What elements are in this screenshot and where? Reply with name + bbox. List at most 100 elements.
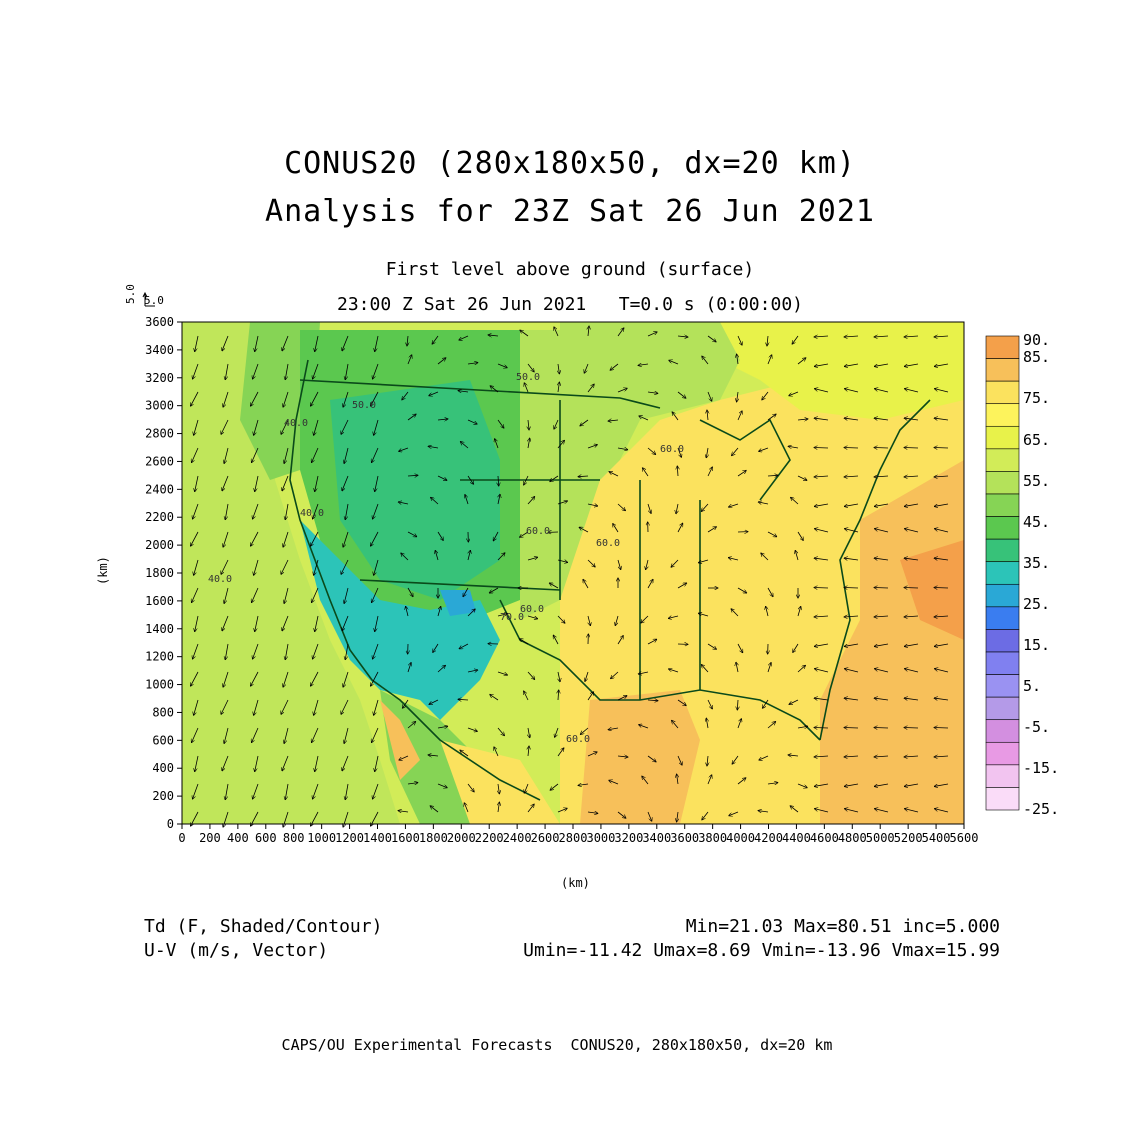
wind-vector [874,783,889,786]
wind-vector [401,553,409,561]
colorbar-label: -15. [1023,759,1059,777]
wind-vector [311,447,319,463]
wind-vector [762,391,769,400]
wind-vector [375,335,379,352]
wind-vector [283,391,289,407]
wind-vector [647,755,656,762]
x-tick-label: 4400 [782,831,811,845]
wind-vector [253,643,259,659]
contour-label: 60.0 [520,604,544,615]
wind-vector [399,755,409,760]
x-tick-label: 1200 [335,831,364,845]
wind-vector [402,699,409,708]
wind-vector [373,363,379,379]
wind-vector [430,806,439,813]
wind-vector [737,719,741,729]
wind-vector [494,747,499,757]
wind-vector [374,419,379,435]
x-tick-label: 400 [227,831,249,845]
wind-vector [706,447,708,458]
colorbar-swatch [985,583,1020,608]
wind-vector [609,472,619,477]
wind-vector [698,559,709,563]
wind-vector [874,363,889,366]
x-tick-label: 5000 [866,831,895,845]
wind-vector [311,587,319,603]
wind-vector [578,784,589,785]
x-tick-label: 4200 [754,831,783,845]
colorbar-label: 65. [1023,431,1050,449]
wind-vector [194,419,199,435]
wind-vector [253,363,259,379]
y-tick-label: 2400 [145,482,174,496]
wind-vector [934,389,949,393]
wind-vector [613,524,619,533]
wind-vector [934,783,949,786]
wind-vector [370,671,379,686]
wind-vector [934,756,949,757]
wind-vector [583,579,589,589]
wind-vector [904,616,919,617]
wind-vector [767,722,776,729]
wind-vector [934,363,949,366]
wind-vector [282,755,289,771]
wind-vector [435,550,439,561]
wind-vector [437,531,443,540]
wind-vector [407,355,412,365]
wind-vector [191,447,199,463]
wind-vector [814,643,829,646]
wind-vector [310,531,319,546]
wind-vector [255,615,259,632]
colorbar-label: 75. [1023,389,1050,407]
wind-vector [467,363,478,364]
wind-vector [904,669,919,673]
contour-label: 40.0 [208,574,232,585]
td-field-label: Td (F, Shaded/Contour) [144,916,383,937]
wind-vector [428,755,439,756]
wind-vector [737,778,746,785]
wind-vector [702,811,709,820]
wind-vector [617,328,624,337]
wind-vector [467,609,475,617]
wind-vector [498,475,499,486]
wind-vector [814,529,829,533]
wind-vector [814,336,829,337]
wind-vector [497,614,508,616]
x-tick-label: 3600 [670,831,699,845]
wind-vector [767,587,773,597]
wind-vector [313,503,319,519]
wind-vector [284,587,289,604]
wind-vector [557,560,568,562]
wind-vector [677,811,678,822]
wind-vector [671,559,679,567]
wind-vector [315,755,319,772]
x-axis-label: (km) [561,876,590,890]
wind-vector [767,531,777,537]
wind-vector [587,384,594,393]
wind-vector [638,672,649,674]
wind-vector [464,803,469,813]
x-tick-label: 5400 [922,831,951,845]
wind-vector [874,616,889,617]
wind-vector [342,335,349,351]
wind-vector [222,755,229,771]
wind-vector [225,503,229,520]
wind-vector [225,363,229,380]
wind-vector [934,336,949,337]
wind-vector [934,809,949,813]
wind-vector [904,529,919,533]
wind-vector [617,448,628,450]
wind-vector [737,643,743,653]
wind-vector [904,336,919,337]
wind-vector [934,698,949,700]
wind-vector [528,419,529,430]
wind-vector [524,691,529,701]
wind-vector [707,699,712,709]
wind-vector [904,643,919,646]
wind-vector [797,475,807,480]
wind-vector [707,335,716,342]
wind-vector [223,391,229,407]
wind-vector [497,553,505,561]
wind-vector [283,811,289,827]
wind-vector-field [190,326,949,827]
